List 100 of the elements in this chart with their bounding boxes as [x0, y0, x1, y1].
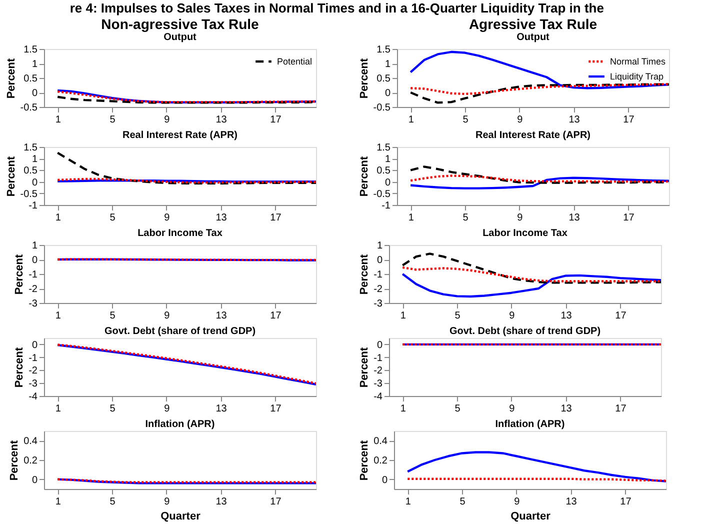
x-tick-label: 5: [110, 212, 116, 224]
chart-subtitle: Output: [164, 32, 198, 43]
y-tick-label: 0: [384, 88, 391, 99]
x-tick-label: 1: [55, 310, 62, 322]
x-tick-label: 1: [405, 496, 412, 508]
y-tick-label: -1: [374, 270, 383, 280]
x-tick-label: 9: [517, 114, 524, 126]
y-tick-label: 1: [384, 59, 391, 70]
x-tick-label: 1: [408, 212, 414, 224]
legend-label: Potential: [277, 56, 312, 66]
x-tick-label: 1: [400, 404, 406, 414]
chart-title: Real Interest Rate (APR): [475, 130, 591, 141]
y-axis-title: Percent: [358, 346, 371, 388]
y-tick-label: 0.5: [376, 166, 391, 177]
y-tick-label: -2: [28, 284, 38, 295]
y-tick-label: -3: [28, 378, 38, 390]
x-tick-label: 1: [55, 114, 62, 126]
y-tick-label: 1: [32, 240, 38, 252]
x-tick-label: 1: [408, 114, 414, 126]
x-tick-label: 9: [514, 496, 520, 508]
x-tick-label: 5: [462, 212, 469, 224]
y-axis-title: Percent: [14, 346, 26, 388]
y-tick-label: 1: [384, 154, 391, 166]
y-axis-title: Percent: [5, 58, 18, 99]
x-tick-label: 9: [164, 114, 170, 126]
y-tick-label: -1: [28, 270, 38, 280]
y-tick-label: 1.5: [376, 44, 391, 56]
y-tick-label: 1.5: [24, 142, 38, 154]
y-tick-label: -4: [374, 392, 383, 402]
x-tick-label: 17: [270, 114, 282, 126]
y-tick-label: -0.5: [373, 188, 391, 200]
x-tick-label: 13: [566, 496, 578, 508]
x-tick-label: 9: [164, 310, 170, 322]
y-tick-label: 1: [32, 59, 38, 70]
x-tick-label: 17: [270, 310, 282, 322]
y-tick-label: 0: [32, 177, 38, 188]
x-tick-label: 13: [216, 114, 228, 126]
x-tick-label: 13: [560, 404, 572, 414]
x-tick-label: 17: [615, 404, 627, 414]
x-tick-label: 5: [454, 310, 461, 322]
y-tick-label: -3: [374, 378, 383, 390]
x-tick-label: 9: [517, 212, 524, 224]
y-tick-label: 0: [32, 88, 38, 99]
y-tick-label: 0.2: [24, 456, 38, 466]
chart-title: Real Interest Rate (APR): [122, 130, 238, 141]
line-series: [402, 272, 661, 298]
legend-label: Liquidity Trap: [610, 72, 664, 82]
x-tick-label: 13: [568, 212, 580, 224]
x-tick-label: 13: [216, 212, 228, 224]
y-tick-label: 0.4: [24, 436, 38, 448]
chart-title: Inflation (APR): [495, 419, 565, 430]
chart-title: Non-agressive Tax Rule: [101, 16, 260, 32]
chart-title: Labor Income Tax: [138, 228, 223, 239]
x-tick-label: 13: [216, 496, 228, 508]
x-tick-label: 13: [216, 404, 228, 414]
y-tick-label: 0: [376, 340, 383, 351]
y-tick-label: -3: [374, 298, 383, 310]
x-tick-label: 17: [620, 496, 632, 508]
line-series: [402, 266, 661, 282]
x-axis-title: Quarter: [510, 510, 552, 522]
x-tick-label: 9: [509, 310, 516, 322]
line-series: [56, 152, 316, 185]
x-tick-label: 5: [460, 496, 466, 508]
legend-label: Normal Times: [610, 56, 666, 66]
line-series: [410, 176, 669, 190]
x-tick-label: 1: [55, 212, 62, 224]
y-axis-title: Percent: [5, 156, 18, 197]
y-tick-label: 0: [32, 474, 38, 486]
y-tick-label: -2: [374, 284, 383, 295]
y-tick-label: -1: [374, 352, 383, 364]
x-tick-label: 17: [615, 310, 627, 322]
x-tick-label: 5: [462, 114, 469, 126]
x-tick-label: 9: [164, 404, 170, 414]
y-tick-label: -3: [28, 298, 38, 310]
y-tick-label: -0.5: [20, 188, 38, 200]
y-tick-label: 0.2: [374, 456, 388, 466]
y-tick-label: 0.5: [24, 74, 38, 84]
x-tick-label: 13: [560, 310, 572, 322]
x-tick-label: 1: [55, 404, 62, 414]
y-tick-label: -2: [28, 366, 38, 377]
y-tick-label: -4: [28, 392, 38, 402]
y-tick-label: 1.5: [24, 44, 38, 56]
y-tick-label: 1.5: [376, 142, 391, 154]
y-axis-title: Percent: [14, 254, 26, 295]
x-tick-label: 17: [270, 212, 282, 224]
y-tick-label: 0.5: [376, 74, 391, 84]
line-series: [410, 50, 669, 90]
x-tick-label: 9: [164, 496, 170, 508]
y-axis-title: Percent: [358, 156, 370, 197]
x-tick-label: 5: [110, 496, 116, 508]
line-series: [410, 82, 669, 96]
chart-title: Inflation (APR): [145, 419, 215, 430]
y-tick-label: 1: [32, 154, 38, 166]
y-axis-title: Percent: [8, 440, 21, 481]
y-tick-label: -0.5: [373, 102, 391, 114]
x-tick-label: 5: [110, 114, 116, 126]
x-tick-label: 17: [270, 496, 282, 508]
y-tick-label: -1: [28, 200, 38, 212]
x-tick-label: 13: [216, 310, 228, 322]
y-tick-label: -1: [28, 352, 38, 364]
